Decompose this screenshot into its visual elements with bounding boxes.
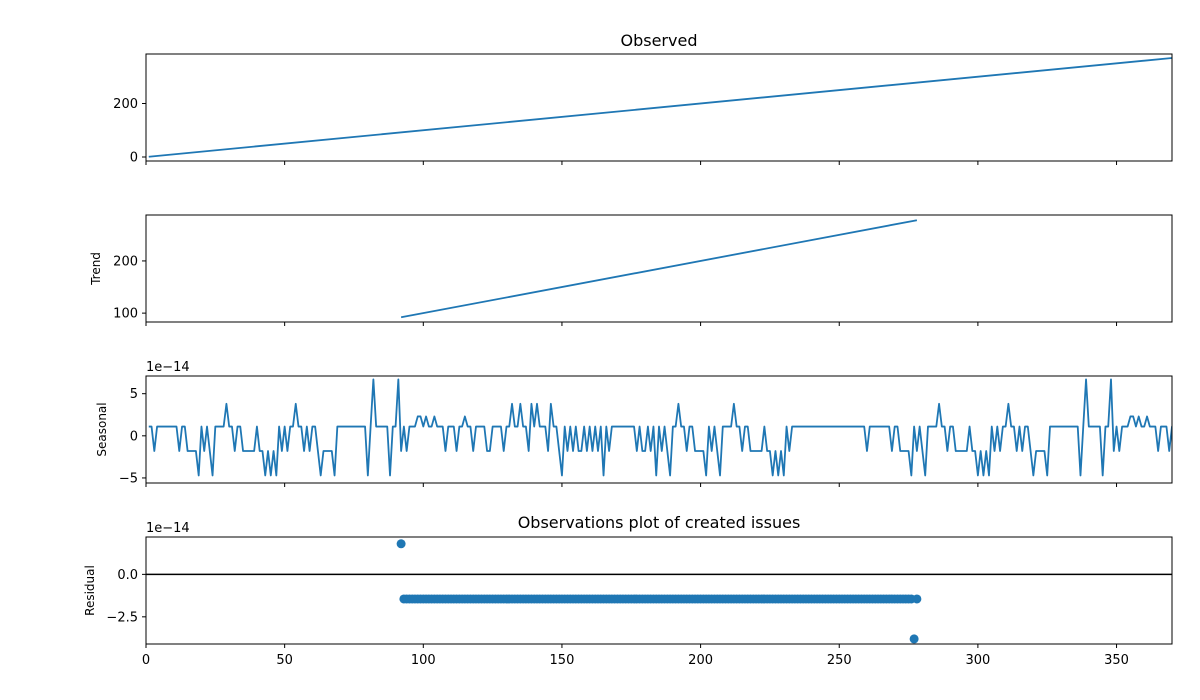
xtick-label: 250 (827, 653, 852, 668)
residual-ylabel: Residual (83, 565, 97, 616)
seasonal-panel: Seasonal 1e−14 −5 0 5 (95, 360, 1173, 487)
trend-plot-area (400, 219, 918, 319)
observed-series-line (148, 57, 1172, 158)
residual-panel: Observations plot of created issues Resi… (83, 513, 1173, 668)
xtick-label: 350 (1104, 653, 1129, 668)
observed-plot-area (148, 57, 1172, 158)
trend-axes-frame (145, 214, 1173, 323)
observed-ytick-label: 200 (113, 97, 138, 112)
trend-panel: Trend 100 200 (89, 214, 1173, 326)
trend-ylabel: Trend (89, 252, 103, 286)
seasonal-ytick-label: 0 (130, 429, 138, 444)
seasonal-series-line (148, 378, 1172, 477)
residual-point (912, 594, 922, 604)
seasonal-offset-text: 1e−14 (146, 360, 190, 375)
residual-outlier-point (909, 634, 919, 644)
xtick-label: 150 (550, 653, 575, 668)
xtick-label: 100 (411, 653, 436, 668)
seasonal-ytick-label: −5 (119, 471, 138, 486)
trend-ytick-label: 100 (113, 307, 138, 322)
residual-plot-area (146, 539, 1172, 644)
trend-ytick-label: 200 (113, 254, 138, 269)
residual-title: Observations plot of created issues (518, 513, 801, 532)
residual-offset-text: 1e−14 (146, 521, 190, 536)
residual-axes-frame (145, 536, 1173, 645)
residual-ytick-label: 0.0 (117, 568, 138, 583)
residual-ytick-label: −2.5 (106, 610, 138, 625)
seasonal-axes-frame (145, 375, 1173, 484)
trend-series-line (400, 219, 918, 319)
residual-outlier-point (396, 539, 406, 549)
observed-panel: Observed 0 200 (113, 31, 1173, 165)
observed-axes-frame (145, 53, 1173, 162)
xtick-label: 0 (142, 653, 150, 668)
seasonal-ytick-label: 5 (130, 387, 138, 402)
observed-title: Observed (621, 31, 698, 50)
seasonal-ylabel: Seasonal (95, 402, 109, 456)
xtick-label: 300 (965, 653, 990, 668)
xtick-label: 50 (276, 653, 293, 668)
observed-ytick-label: 0 (130, 150, 138, 165)
xtick-label: 200 (688, 653, 713, 668)
seasonal-plot-area (148, 378, 1172, 477)
